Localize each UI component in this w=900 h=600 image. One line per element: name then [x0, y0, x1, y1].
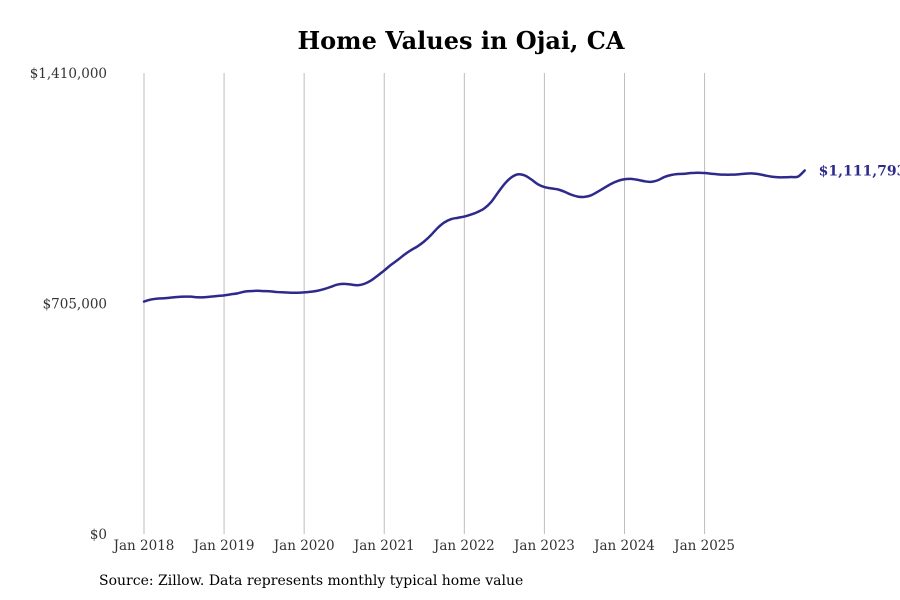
end-value-label: $1,111,793 — [819, 163, 900, 179]
x-axis-tick-labels: Jan 2018 Jan 2019 Jan 2020 Jan 2021 Jan 2022… — [112, 538, 735, 554]
gridlines — [144, 73, 705, 534]
x-tick-label: Jan 2018 — [112, 538, 175, 554]
x-tick-label: Jan 2020 — [272, 538, 335, 554]
x-tick-label: Jan 2023 — [512, 538, 575, 554]
x-tick-label: Jan 2021 — [352, 538, 415, 554]
y-tick-label: $0 — [90, 527, 107, 543]
x-tick-label: Jan 2024 — [592, 538, 655, 554]
y-tick-label: $705,000 — [43, 297, 107, 313]
source-note: Source: Zillow. Data represents monthly … — [99, 573, 523, 589]
line-chart: $0$705,000$1,410,000 Jan 2018 Jan 2019 Jan… — [0, 0, 900, 600]
x-tick-label: Jan 2019 — [192, 538, 255, 554]
series-line-home-value — [144, 171, 805, 302]
x-tick-label: Jan 2022 — [432, 538, 495, 554]
x-tick-label: Jan 2025 — [672, 538, 735, 554]
y-tick-label: $1,410,000 — [30, 66, 107, 82]
y-axis-tick-labels: $0 $705,000 $1,410,000 — [30, 66, 107, 543]
